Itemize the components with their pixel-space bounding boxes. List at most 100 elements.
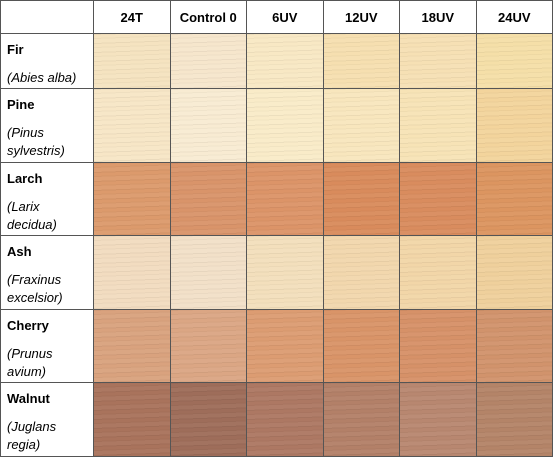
wood-swatch [400,162,476,236]
species-row: Walnut (Juglans regia) [0,382,553,457]
sample-cell [475,382,553,457]
wood-swatch [94,89,170,162]
species-cell: Cherry (Prunus avium) [0,308,94,384]
species-row: Pine (Pinus sylvestris) [0,88,553,163]
sample-cell [399,88,477,163]
wood-swatch [247,236,323,309]
sample-cell [93,32,171,90]
wood-swatch [170,162,246,236]
latin-name: (Prunus avium) [7,345,53,379]
wood-swatch [94,309,170,383]
wood-swatch [476,309,552,383]
wood-swatch [247,89,323,162]
sample-cell [169,235,247,310]
header-row: 24T Control 0 6UV 12UV 18UV 24UV [0,0,553,34]
sample-cell [93,235,171,310]
sample-cell [169,308,247,384]
wood-swatch [323,34,399,89]
sample-cell [322,88,400,163]
wood-swatch [400,309,476,383]
latin-name: (Juglans regia) [7,419,57,453]
sample-cell [246,308,324,384]
sample-cell [246,88,324,163]
column-header: 6UV [246,0,324,34]
wood-swatch [476,236,552,309]
wood-swatch [400,89,476,162]
wood-swatch [247,309,323,383]
wood-swatch [323,162,399,236]
latin-name: (Fraxinus excelsior) [7,272,63,306]
wood-swatch [476,383,552,456]
wood-swatch [247,162,323,236]
sample-cell [246,235,324,310]
wood-swatch [170,236,246,309]
wood-swatch [247,383,323,456]
sample-cell [322,308,400,384]
sample-cell [399,382,477,457]
sample-cell [322,32,400,90]
wood-swatch [170,383,246,456]
species-name: Fir [7,42,24,57]
species-row: Cherry (Prunus avium) [0,308,553,384]
wood-swatch [170,89,246,162]
wood-swatch [476,89,552,162]
latin-name: (Larix decidua) [7,198,57,232]
column-header: 24T [93,0,171,34]
sample-cell [246,32,324,90]
species-cell: Fir (Abies alba) [0,32,94,90]
species-name: Pine [7,97,35,113]
column-header: 12UV [322,0,400,34]
column-header: 18UV [399,0,477,34]
wood-swatch [94,383,170,456]
sample-cell [169,32,247,90]
wood-swatch [323,309,399,383]
latin-name: (Pinus sylvestris) [7,125,65,159]
wood-swatch [94,236,170,309]
species-row: Fir (Abies alba) [0,32,553,90]
sample-cell [475,308,553,384]
sample-cell [399,308,477,384]
sample-cell [246,161,324,237]
species-cell: Ash (Fraxinus excelsior) [0,235,94,310]
sample-cell [169,161,247,237]
wood-swatch [400,383,476,456]
table-body: Fir (Abies alba) Pine (Pinus sylvestris) Lar… [0,32,553,457]
sample-cell [93,308,171,384]
sample-cell [399,235,477,310]
wood-swatch [94,34,170,89]
column-header: 24UV [475,0,553,34]
latin-name: (Abies alba) [7,70,77,85]
species-name: Cherry [7,317,49,333]
wood-swatch [400,34,476,89]
wood-swatch [94,162,170,236]
sample-cell [475,32,553,90]
wood-swatch [247,34,323,89]
wood-swatch [170,309,246,383]
wood-swatch [323,236,399,309]
species-name: Walnut [7,391,50,407]
sample-cell [322,235,400,310]
sample-cell [475,161,553,237]
sample-cell [93,161,171,237]
sample-cell [399,32,477,90]
sample-cell [169,382,247,457]
sample-cell [475,235,553,310]
sample-cell [169,88,247,163]
wood-swatch [400,236,476,309]
sample-cell [93,88,171,163]
corner-cell [0,0,94,34]
sample-cell [322,161,400,237]
sample-cell [93,382,171,457]
wood-swatch [476,162,552,236]
species-row: Larch (Larix decidua) [0,161,553,237]
species-cell: Larch (Larix decidua) [0,161,94,237]
wood-swatch [323,89,399,162]
species-name: Ash [7,244,32,260]
sample-cell [399,161,477,237]
species-cell: Walnut (Juglans regia) [0,382,94,457]
species-cell: Pine (Pinus sylvestris) [0,88,94,163]
species-name: Larch [7,170,43,186]
sample-cell [246,382,324,457]
sample-cell [475,88,553,163]
